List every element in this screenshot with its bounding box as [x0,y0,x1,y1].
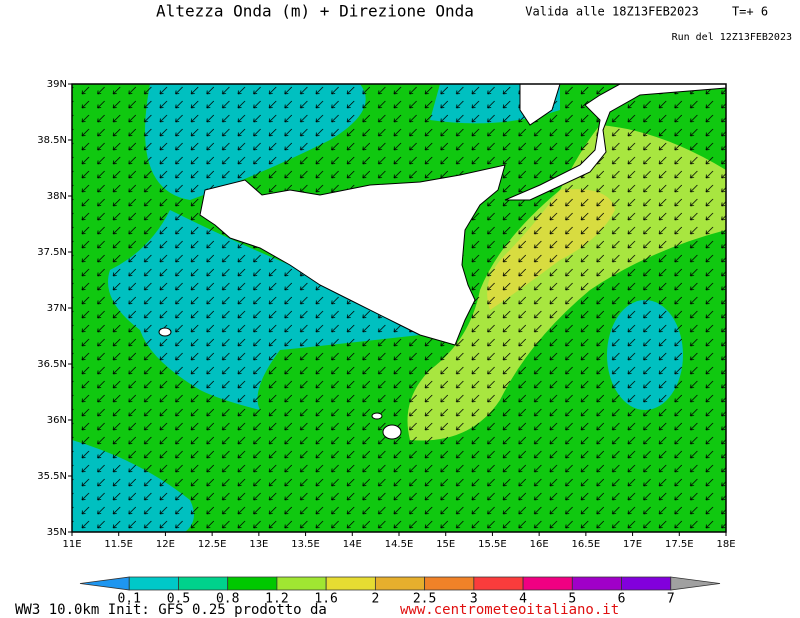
colorbar-segment [621,576,672,591]
lat-label: 37N [47,303,67,314]
colorbar-label: 1.2 [265,592,288,607]
footer: WW3 10.0km Init: GFS 0.25 prodotto da [15,602,327,618]
colorbar-segment [374,576,426,591]
valid-time: Valida alle 18Z13FEB2023 [525,5,698,19]
lon-label: 12E [156,539,175,550]
lon-label: 13E [249,539,268,550]
title: Altezza Onda (m) + Direzione Onda [156,2,474,21]
colorbar-label: 2 [371,592,379,607]
colorbar-segment [79,576,130,591]
source-url: www.centrometeoitaliano.it [400,602,619,618]
lon-label: 16E [530,539,549,550]
colorbar-segment [571,576,622,591]
lat-label: 36.5N [37,359,67,370]
lat-label: 37.5N [37,247,67,258]
colorbar-label: 5 [568,592,576,607]
colorbar-label: 0.1 [117,592,140,607]
lon-label: 11E [62,539,81,550]
colorbar-label: 0.8 [216,592,239,607]
colorbar-label: 3 [470,592,478,607]
colorbar: 0.1 0.5 0.8 1.2 1.6 2 2.5 3 4 5 6 7 [79,576,721,607]
lon-label: 17.5E [665,539,694,550]
map-field [72,84,726,532]
colorbar-segment [473,576,524,591]
lon-label: 11.5E [104,539,133,550]
colorbar-label: 0.5 [167,592,190,607]
colorbar-label: 4 [519,592,527,607]
colorbar-label: 6 [618,592,626,607]
colorbar-segment [670,576,721,591]
lon-label: 17E [623,539,642,550]
lat-label: 38.5N [37,135,67,146]
colorbar-segment [227,576,278,591]
lon-label: 15.5E [478,539,507,550]
colorbar-label: 1.6 [314,592,337,607]
run-time: Run del 12Z13FEB2023 [672,32,792,43]
lon-label: 12.5E [198,539,227,550]
lat-label: 38N [47,191,67,202]
lat-label: 35.5N [37,471,67,482]
lon-label: 18E [716,539,735,550]
colorbar-segment [424,576,475,591]
colorbar-segment [178,576,229,591]
lon-label: 14.5E [385,539,414,550]
lon-label: 15E [436,539,455,550]
lon-label: 16.5E [572,539,601,550]
colorbar-label: 2.5 [413,592,436,607]
lat-label: 35N [47,527,67,538]
lon-label: 13.5E [291,539,320,550]
lat-label: 36N [47,415,67,426]
lon-label: 14E [343,539,362,550]
colorbar-segment [128,576,179,591]
colorbar-label: 7 [667,592,675,607]
colorbar-segment [522,576,573,591]
colorbar-segment [276,576,327,591]
lat-label: 39N [47,79,67,90]
forecast-step: T=+ 6 [732,5,768,19]
colorbar-segment [325,576,376,591]
